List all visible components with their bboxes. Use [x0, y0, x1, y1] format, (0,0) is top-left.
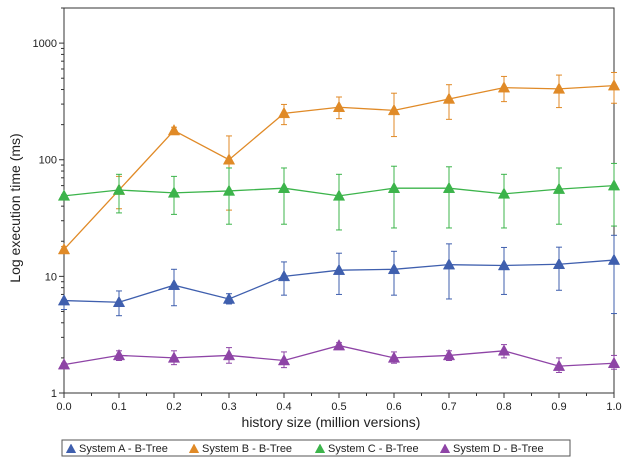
x-tick-label: 0.2: [166, 401, 181, 413]
legend-marker: [65, 443, 77, 453]
x-tick-label: 0.6: [386, 401, 401, 413]
data-point: [552, 257, 566, 270]
data-point: [607, 179, 621, 191]
series-3: [57, 162, 621, 231]
data-point: [552, 82, 566, 94]
x-axis: 0.0 0.1 0.2 0.3 0.4 0.5 0.6 0.7 0.8 0.9 1.0: [56, 393, 622, 413]
data-point: [387, 351, 401, 363]
data-point: [497, 187, 511, 199]
data-point: [442, 181, 456, 193]
data-point: [332, 339, 346, 351]
data-point: [607, 253, 621, 265]
legend-marker: [314, 443, 326, 453]
data-point: [332, 263, 346, 275]
data-point: [497, 344, 511, 356]
data-point: [277, 269, 291, 282]
data-point: [387, 262, 401, 275]
data-point: [332, 189, 346, 201]
y-axis: 1 10 100 1000: [33, 7, 64, 400]
series-1: [57, 234, 621, 317]
data-point: [442, 92, 456, 104]
data-point: [167, 124, 181, 136]
x-tick-label: 0.4: [276, 401, 291, 413]
data-point: [112, 295, 126, 307]
x-tick-label: 0.5: [331, 401, 346, 413]
data-point: [552, 182, 566, 194]
data-point: [387, 181, 401, 193]
y-tick-label: 1: [51, 388, 57, 400]
x-tick-label: 0.0: [56, 401, 71, 413]
data-point: [387, 103, 401, 116]
x-tick-label: 1.0: [606, 401, 621, 413]
data-point: [57, 242, 71, 255]
y-tick-label: 1000: [33, 38, 57, 50]
data-point: [277, 353, 291, 366]
x-axis-title: history size (million versions): [242, 414, 421, 430]
data-point: [607, 356, 621, 368]
x-tick-label: 0.7: [441, 401, 456, 413]
data-point: [552, 359, 566, 371]
data-point: [167, 278, 181, 290]
legend-label: System A - B-Tree: [79, 443, 168, 455]
x-tick-label: 0.9: [551, 401, 566, 413]
data-point: [277, 106, 291, 119]
series-4: [57, 339, 621, 373]
y-tick-label: 100: [39, 155, 57, 167]
data-point: [222, 292, 236, 304]
x-tick-label: 0.8: [496, 401, 511, 413]
data-point: [442, 258, 456, 270]
data-point: [167, 351, 181, 363]
data-point: [497, 258, 511, 271]
legend-label: System D - B-Tree: [453, 443, 544, 455]
legend: System A - B-Tree System B - B-Tree System…: [61, 439, 571, 457]
data-point: [332, 100, 346, 112]
data-point: [57, 294, 71, 306]
data-point: [607, 79, 621, 91]
series-layer: [57, 71, 621, 373]
legend-label: System C - B-Tree: [328, 443, 419, 455]
data-point: [222, 184, 236, 196]
data-point: [112, 348, 126, 361]
data-point: [222, 348, 236, 361]
data-point: [167, 186, 181, 198]
legend-marker: [439, 443, 451, 453]
legend-label: System B - B-Tree: [202, 443, 292, 455]
data-point: [112, 183, 126, 195]
x-tick-label: 0.3: [221, 401, 236, 413]
data-point: [57, 189, 71, 201]
legend-marker: [188, 443, 200, 453]
series-2: [57, 71, 621, 255]
data-point: [222, 153, 236, 165]
data-point: [57, 358, 71, 370]
data-point: [497, 81, 511, 93]
y-axis-title: Log execution time (ms): [7, 133, 23, 282]
y-tick-label: 10: [45, 271, 57, 283]
x-tick-label: 0.1: [111, 401, 126, 413]
data-point: [442, 348, 456, 361]
data-point: [277, 181, 291, 193]
